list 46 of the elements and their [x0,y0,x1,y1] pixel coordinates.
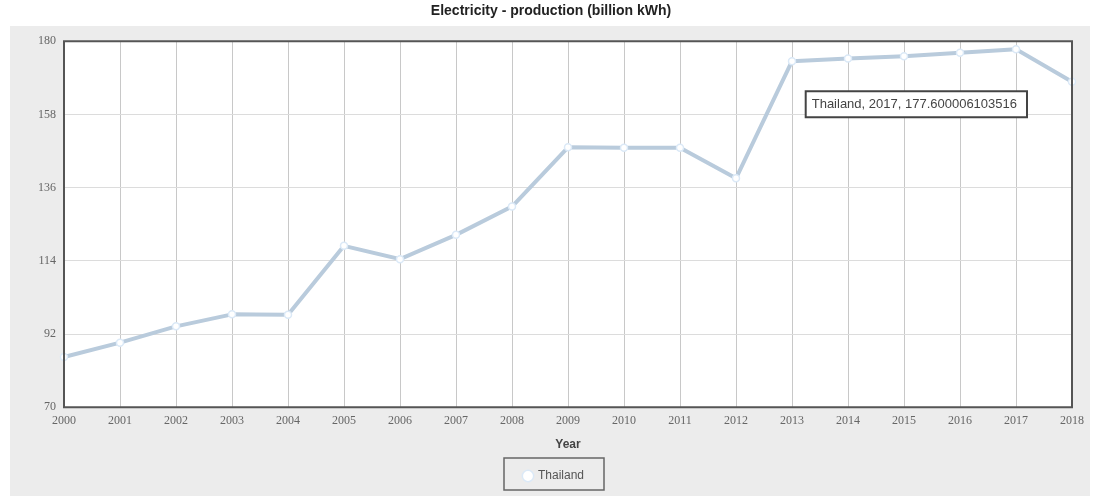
x-tick-label: 2016 [948,412,972,427]
point [619,143,629,152]
x-tick-label: 2015 [892,412,916,427]
x-tick-label: 2014 [836,412,860,427]
x-tick-label: 2007 [444,412,468,427]
point [731,174,741,183]
point [451,230,461,240]
point [955,48,965,58]
point [899,51,909,61]
x-tick-label: 2001 [108,412,132,427]
point [115,338,125,347]
point [843,54,853,63]
x-tick-label: 2005 [332,412,356,427]
point [563,143,573,152]
y-tick-label: 70 [44,399,56,414]
x-tick-label: 2018 [1060,412,1084,427]
x-tick-label: 2013 [780,412,804,427]
point [171,322,181,331]
x-tick-label: 2011 [668,412,692,427]
y-tick-label: 92 [44,326,56,341]
y-tick-label: 114 [38,252,56,267]
y-tick-label: 136 [38,179,56,194]
x-tick-label: 2002 [164,412,188,427]
x-tick-label: 2012 [724,412,748,427]
x-tick-label: 2010 [612,412,636,427]
point [395,254,405,264]
point [1011,44,1021,54]
point [507,202,517,211]
x-tick-label: 2000 [52,412,76,427]
x-tick-label: 2008 [500,412,524,427]
x-tick-label: 2009 [556,412,580,427]
annotation: Thailand, 2017, 177.600006103516 [811,95,1017,111]
point [339,241,349,251]
x-axis-title: Year [555,437,582,452]
y-tick-label: 158 [38,106,56,121]
point [227,310,237,319]
point [787,56,797,66]
x-tick-label: 2003 [220,412,244,427]
chart-title: Electricity - production (billion kWh) [429,2,673,18]
y-tick-label: 180 [38,33,56,48]
x-tick-label: 2006 [388,412,412,427]
legend-label: Thailand [537,468,585,483]
point [675,143,685,152]
point [283,310,293,319]
x-tick-label: 2017 [1004,412,1028,427]
x-tick-label: 2004 [276,412,300,427]
